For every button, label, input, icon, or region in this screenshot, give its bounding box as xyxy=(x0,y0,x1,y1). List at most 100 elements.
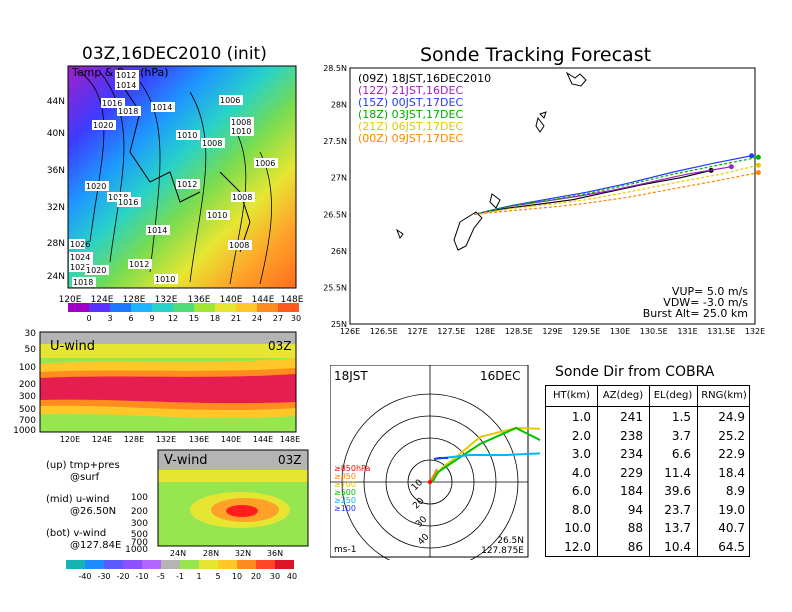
table-cell: 23.7 xyxy=(664,502,691,517)
pressure-label: 1016 xyxy=(118,198,138,207)
wind-colorbar-tick: -30 xyxy=(97,572,110,581)
track-y-tick: 28N xyxy=(331,101,347,110)
uwind-panel: U-wind 03Z 30 50 100 200 300 500 700 100… xyxy=(13,329,300,444)
table-cell: 39.6 xyxy=(664,484,691,498)
pressure-label: 1020 xyxy=(86,266,106,275)
table-cell: 22.9 xyxy=(718,447,745,461)
polar-lon: 127.875E xyxy=(481,546,524,556)
colorbar-tick: 9 xyxy=(149,314,154,323)
table-title: Sonde Dir from COBRA xyxy=(555,364,715,380)
pressure-label: 1012 xyxy=(177,180,197,189)
pressure-label: 1018 xyxy=(73,278,93,287)
hodo-origin xyxy=(428,480,432,484)
lon-label: 124E xyxy=(91,295,114,305)
pressure-label: 1008 xyxy=(231,118,251,127)
table-cell: 3.7 xyxy=(671,428,691,443)
table-cell: 184 xyxy=(620,484,643,498)
table-cell: 10.4 xyxy=(664,539,691,554)
note-line: (bot) v-wind xyxy=(46,528,107,539)
uwind-y-axis: 30 50 100 200 300 500 700 1000 xyxy=(13,329,36,436)
lon-label: 120E xyxy=(59,295,82,305)
table-cell: 241 xyxy=(620,410,643,424)
track-legend-entry: (21Z) 06JST,17DEC xyxy=(358,120,463,133)
note-line: @26.50N xyxy=(70,506,117,517)
table-cell: 12.0 xyxy=(564,539,591,554)
table-cell: 88 xyxy=(627,521,643,535)
vwind-y-tick: 300 xyxy=(131,519,148,529)
table-cell: 1.5 xyxy=(671,410,691,424)
vwind-y-tick: 500 xyxy=(131,530,148,540)
temp-colorbar: 0 3 6 9 12 15 18 21 24 27 30 xyxy=(68,303,301,323)
colorbar-tick: 3 xyxy=(107,314,112,323)
islands xyxy=(395,71,587,251)
table-cell: 19.0 xyxy=(718,502,745,517)
wind-colorbar-tick: -10 xyxy=(135,572,148,581)
track-x-tick: 127E xyxy=(407,327,427,336)
vwind-time: 03Z xyxy=(278,453,302,467)
track-legend-entry: (00Z) 09JST,17DEC xyxy=(358,132,463,145)
track-y-tick: 26.5N xyxy=(323,210,347,219)
pressure-label: 1014 xyxy=(116,81,136,90)
table-cell: 8.9 xyxy=(725,484,745,498)
level-label: ≥250 xyxy=(334,496,356,505)
lat-label: 28N xyxy=(47,239,65,249)
wind-colorbar-tick: 20 xyxy=(251,572,261,581)
track-series-line xyxy=(474,156,759,215)
table-cell: 10.0 xyxy=(564,521,591,535)
track-series-line xyxy=(474,164,759,215)
table-cell: 2.0 xyxy=(571,428,591,443)
track-x-tick: 129.5E xyxy=(572,327,600,336)
uwind-y-tick: 200 xyxy=(19,380,36,390)
colorbar-tick: 12 xyxy=(168,314,178,323)
table-cell: 24.9 xyxy=(718,410,745,424)
table-cell: 11.4 xyxy=(664,465,691,480)
level-label: ≥850hPa xyxy=(334,464,371,473)
hodo-green xyxy=(429,426,540,483)
colorbar-tick: 21 xyxy=(231,314,241,323)
table-cell: 40.7 xyxy=(718,521,745,535)
track-end-point xyxy=(728,164,734,170)
note-line: (up) tmp+pres xyxy=(46,460,120,471)
lon-label: 144E xyxy=(252,295,275,305)
vwind-x-tick: 24N xyxy=(170,549,186,558)
level-legend: ≥850hPa ≥850 ≥700 ≥500 ≥250 ≥100 xyxy=(334,464,371,513)
vwind-y-tick: 700 xyxy=(131,538,148,548)
level-label: ≥850 xyxy=(334,472,356,481)
polar-unit: ms-1 xyxy=(334,545,356,555)
sonde-table: HT(km) AZ(deg) EL(deg) RNG(km) 1.0 241 1.5 24.9… xyxy=(545,385,750,557)
lon-axis: 120E 124E 128E 132E 136E 140E 144E 148E xyxy=(59,295,304,305)
track-y-tick: 26N xyxy=(331,247,347,256)
uwind-y-tick: 100 xyxy=(19,363,36,373)
polar-lat: 26.5N xyxy=(497,536,524,546)
level-label: ≥100 xyxy=(334,504,356,513)
uwind-label: U-wind xyxy=(50,339,95,354)
table-cell: 25.2 xyxy=(718,428,745,443)
lat-axis: 44N 40N 36N 32N 28N 24N xyxy=(47,97,65,282)
track-x-tick: 128E xyxy=(475,327,495,336)
lon-label: 136E xyxy=(188,295,211,305)
track-y-tick: 25N xyxy=(331,320,347,329)
table-cell: 18.4 xyxy=(718,465,745,480)
pressure-label: 1022 xyxy=(70,263,90,272)
uwind-x-tick: 144E xyxy=(253,435,273,444)
isobars xyxy=(79,71,272,285)
lat-label: 40N xyxy=(47,129,65,139)
uwind-y-tick: 500 xyxy=(19,405,36,415)
wind-colorbar-tick: -1 xyxy=(176,572,184,581)
vwind-y-tick: 1000 xyxy=(125,545,148,555)
pressure-label: 1020 xyxy=(86,182,106,191)
uwind-y-tick: 700 xyxy=(19,416,36,426)
colorbar-tick: 27 xyxy=(273,314,283,323)
table-cell: 4.0 xyxy=(571,465,591,480)
table-cell: 1.0 xyxy=(571,410,591,424)
pressure-label: 1026 xyxy=(70,240,90,249)
table-cell: 238 xyxy=(620,428,643,443)
wind-colorbar-tick: 40 xyxy=(287,572,297,581)
pressure-label: 1008 xyxy=(229,241,249,250)
track-x-tick: 130E xyxy=(610,327,630,336)
lat-label: 44N xyxy=(47,97,65,107)
track-x-tick: 131.5E xyxy=(707,327,735,336)
pressure-label: 1012 xyxy=(129,260,149,269)
pressure-label: 1018 xyxy=(118,107,138,116)
vwind-x-tick: 28N xyxy=(203,549,219,558)
